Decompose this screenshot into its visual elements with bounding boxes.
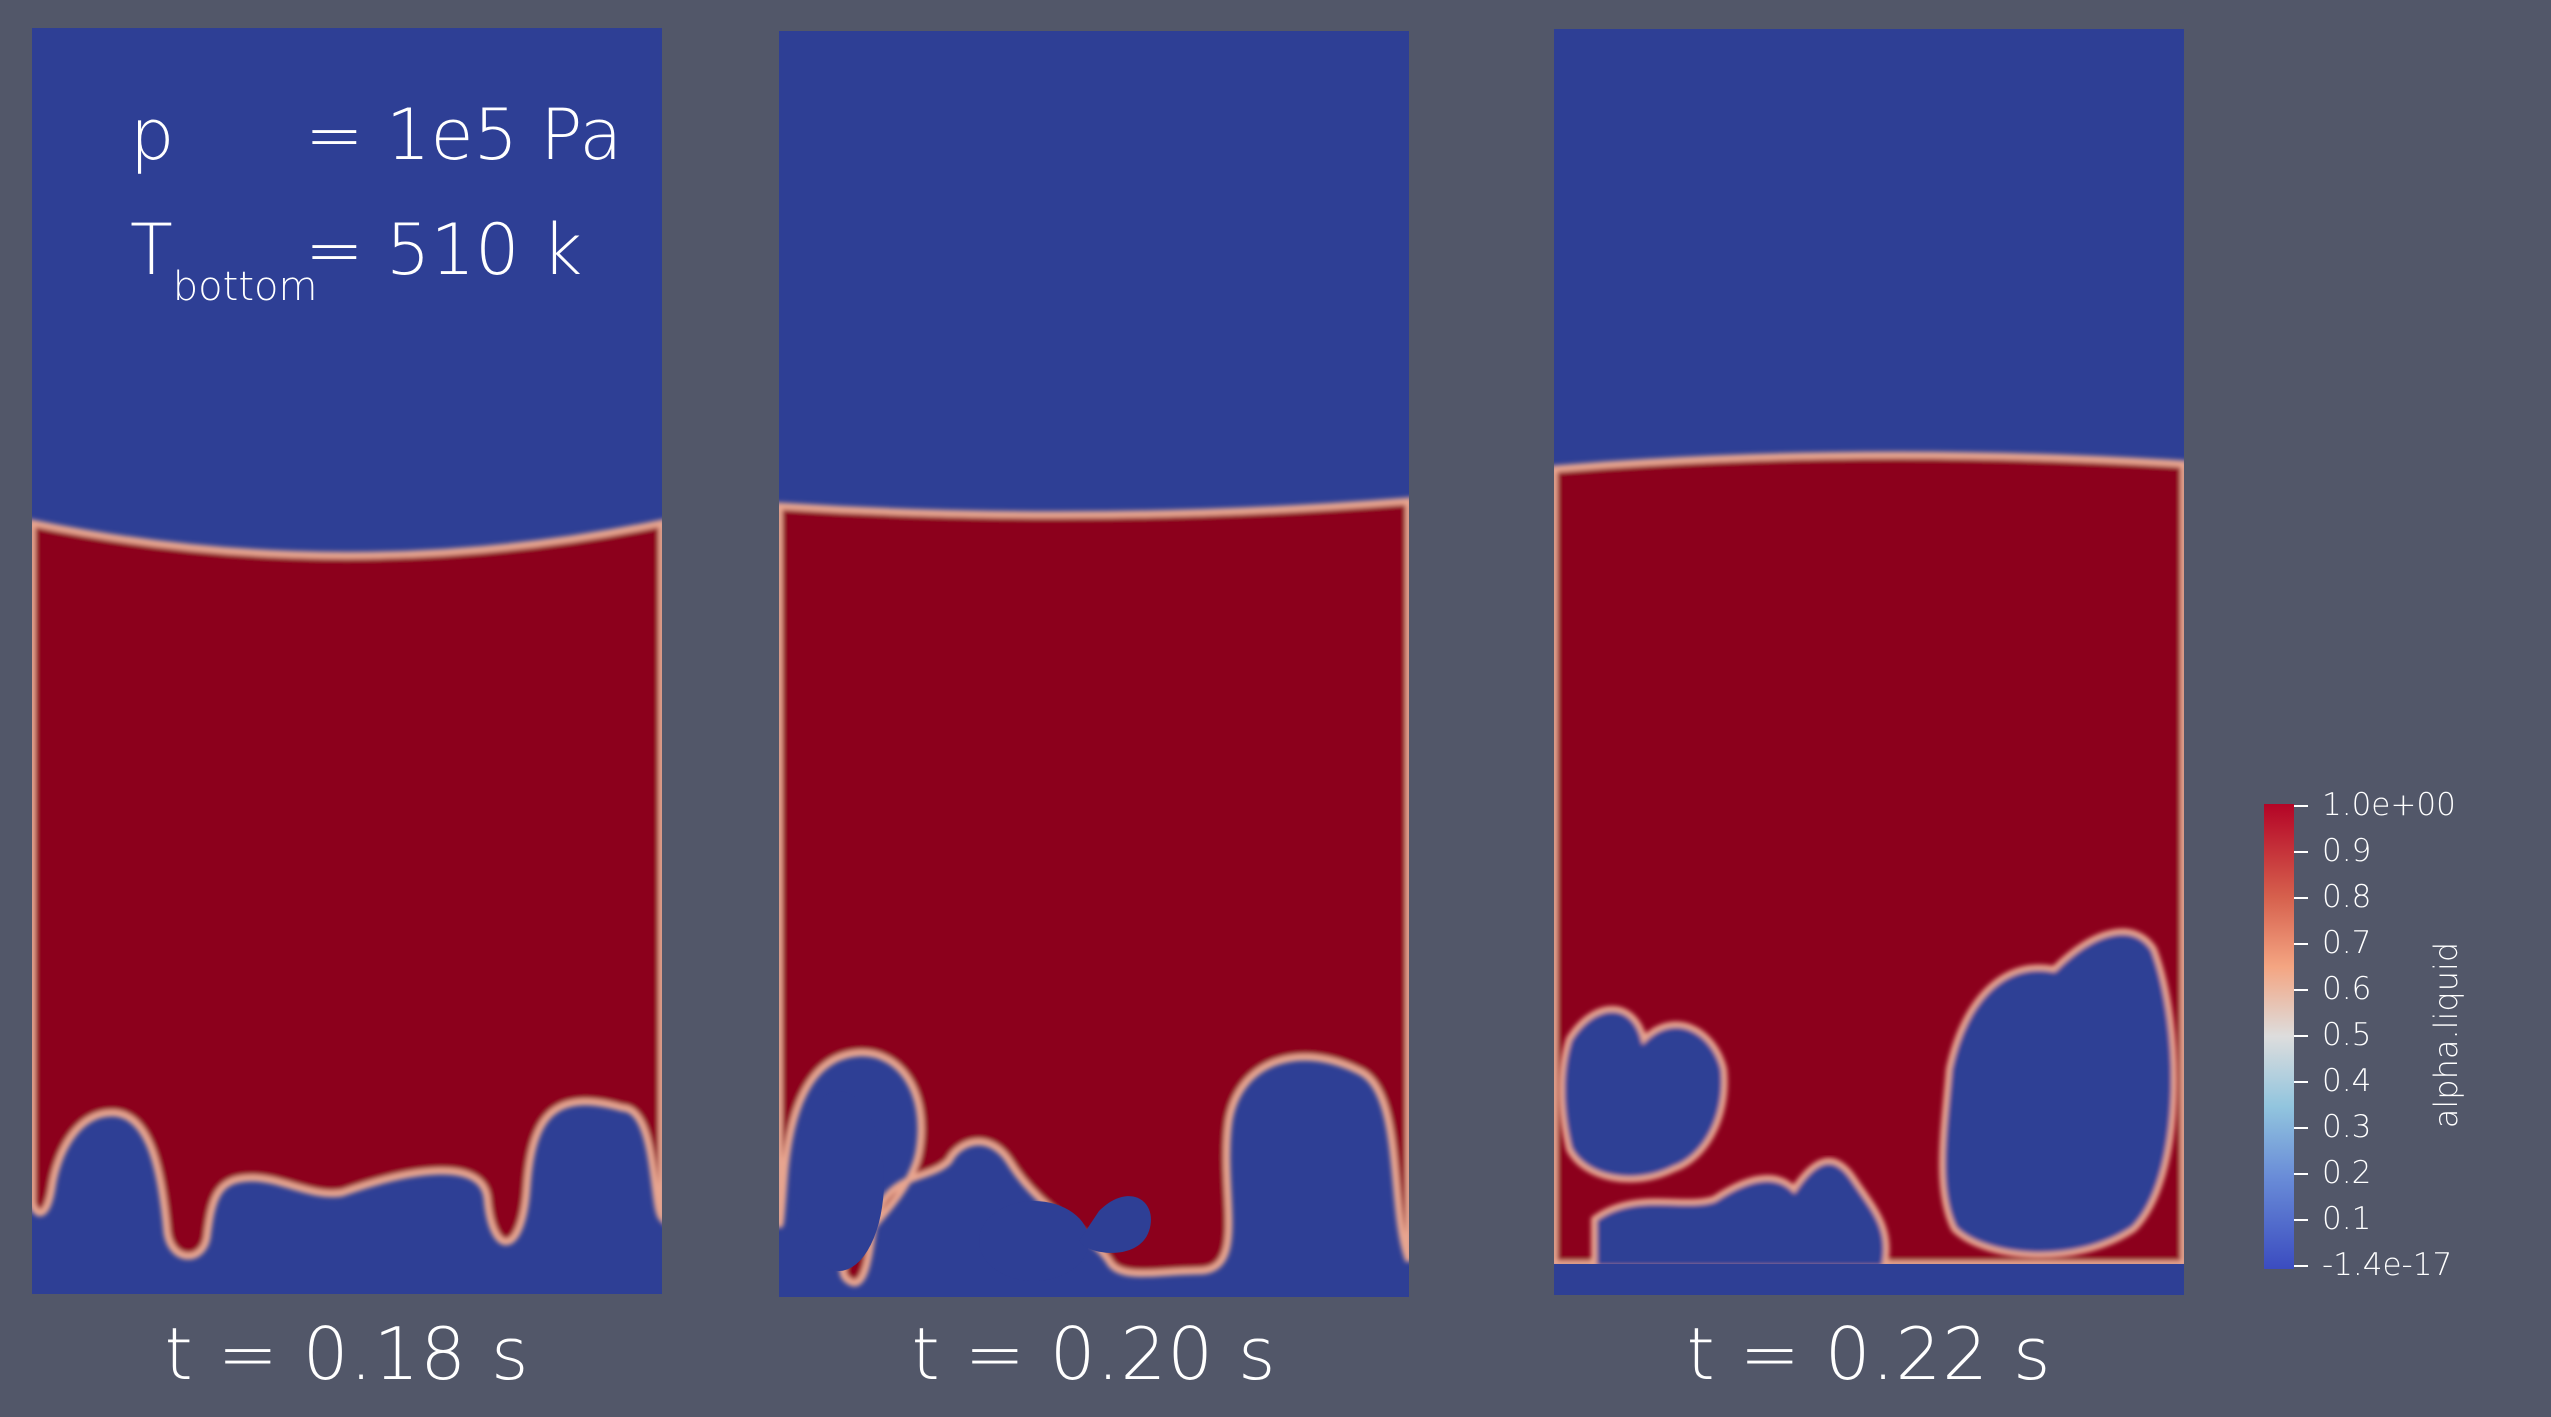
colorbar-tick bbox=[2294, 1035, 2308, 1037]
temperature-label: Tbottom bbox=[130, 215, 317, 307]
simulation-panel-t020 bbox=[779, 31, 1409, 1297]
colorbar-tick bbox=[2294, 943, 2308, 945]
colorbar bbox=[2264, 804, 2294, 1269]
colorbar-tick-label: 0.5 bbox=[2322, 1017, 2372, 1053]
colorbar-tick bbox=[2294, 1219, 2308, 1221]
colorbar-tick bbox=[2294, 851, 2308, 853]
time-label-t018: t = 0.18 s bbox=[164, 1312, 530, 1396]
colorbar-tick-label: 0.8 bbox=[2322, 879, 2372, 915]
temperature-value: = 510 k bbox=[305, 209, 583, 291]
colorbar-tick-label: 0.2 bbox=[2322, 1155, 2372, 1191]
time-label-t022: t = 0.22 s bbox=[1686, 1312, 2052, 1396]
volume-fraction-field-t018 bbox=[32, 28, 662, 1294]
colorbar-tick-label: -1.4e-17 bbox=[2322, 1247, 2453, 1283]
colorbar-tick bbox=[2294, 897, 2308, 899]
colorbar-tick-label: 0.3 bbox=[2322, 1109, 2372, 1145]
colorbar-tick bbox=[2294, 1081, 2308, 1083]
simulation-panel-t018 bbox=[32, 28, 662, 1294]
colorbar-tick bbox=[2294, 989, 2308, 991]
colorbar-tick-label: 0.6 bbox=[2322, 971, 2372, 1007]
volume-fraction-field-t020 bbox=[779, 31, 1409, 1297]
colorbar-tick-label: 0.7 bbox=[2322, 925, 2372, 961]
pressure-symbol: p bbox=[130, 94, 175, 176]
time-label-t020: t = 0.20 s bbox=[911, 1312, 1277, 1396]
colorbar-tick-label: 1.0e+00 bbox=[2322, 787, 2456, 823]
pressure-value: = 1e5 Pa bbox=[305, 94, 623, 176]
colorbar-tick-label: 0.9 bbox=[2322, 833, 2372, 869]
colorbar-tick-label: 0.4 bbox=[2322, 1063, 2372, 1099]
colorbar-tick-label: 0.1 bbox=[2322, 1201, 2372, 1237]
colorbar-tick bbox=[2294, 805, 2308, 807]
simulation-panel-t022 bbox=[1554, 29, 2184, 1295]
temperature-symbol: T bbox=[130, 209, 173, 291]
volume-fraction-field-t022 bbox=[1554, 29, 2184, 1295]
colorbar-title: alpha.liquid bbox=[2427, 941, 2465, 1129]
colorbar-tick bbox=[2294, 1265, 2308, 1267]
colorbar-tick bbox=[2294, 1127, 2308, 1129]
colorbar-tick bbox=[2294, 1173, 2308, 1175]
temperature-subscript: bottom bbox=[172, 264, 318, 310]
